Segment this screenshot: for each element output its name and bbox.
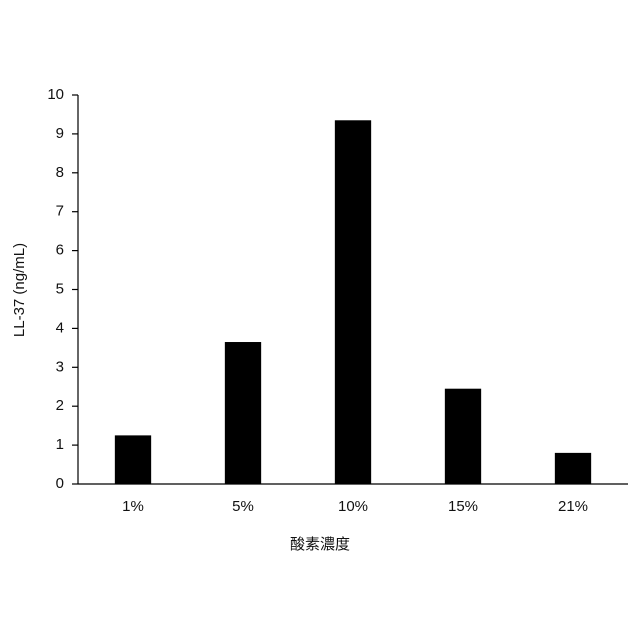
y-tick-label: 7 — [56, 203, 64, 220]
y-tick-label: 0 — [56, 475, 64, 492]
y-tick-label: 2 — [56, 397, 64, 414]
bar — [115, 435, 151, 484]
x-tick-label: 10% — [338, 498, 368, 515]
y-tick-label: 4 — [56, 319, 64, 336]
x-tick-label: 5% — [232, 498, 254, 515]
bar — [555, 453, 591, 484]
y-tick-label: 5 — [56, 280, 64, 297]
y-axis-label: LL-37 (ng/mL) — [11, 243, 28, 337]
y-tick-label: 9 — [56, 125, 64, 142]
bar — [445, 389, 481, 484]
x-tick-label: 21% — [558, 498, 588, 515]
y-tick-label: 1 — [56, 436, 64, 453]
y-tick-label: 3 — [56, 358, 64, 375]
chart: 酸素濃度 LL-37 (ng/mL) 0 1 2 3 4 5 6 7 8 9 10 1% 5% 10% 15… — [0, 0, 640, 640]
y-tick-label: 6 — [56, 242, 64, 259]
bar — [335, 120, 371, 484]
x-tick-label: 15% — [448, 498, 478, 515]
y-tick-label: 8 — [56, 164, 64, 181]
x-axis-label: 酸素濃度 — [290, 536, 350, 553]
x-tick-label: 1% — [122, 498, 144, 515]
bar — [225, 342, 261, 484]
y-tick-label: 10 — [47, 86, 64, 103]
